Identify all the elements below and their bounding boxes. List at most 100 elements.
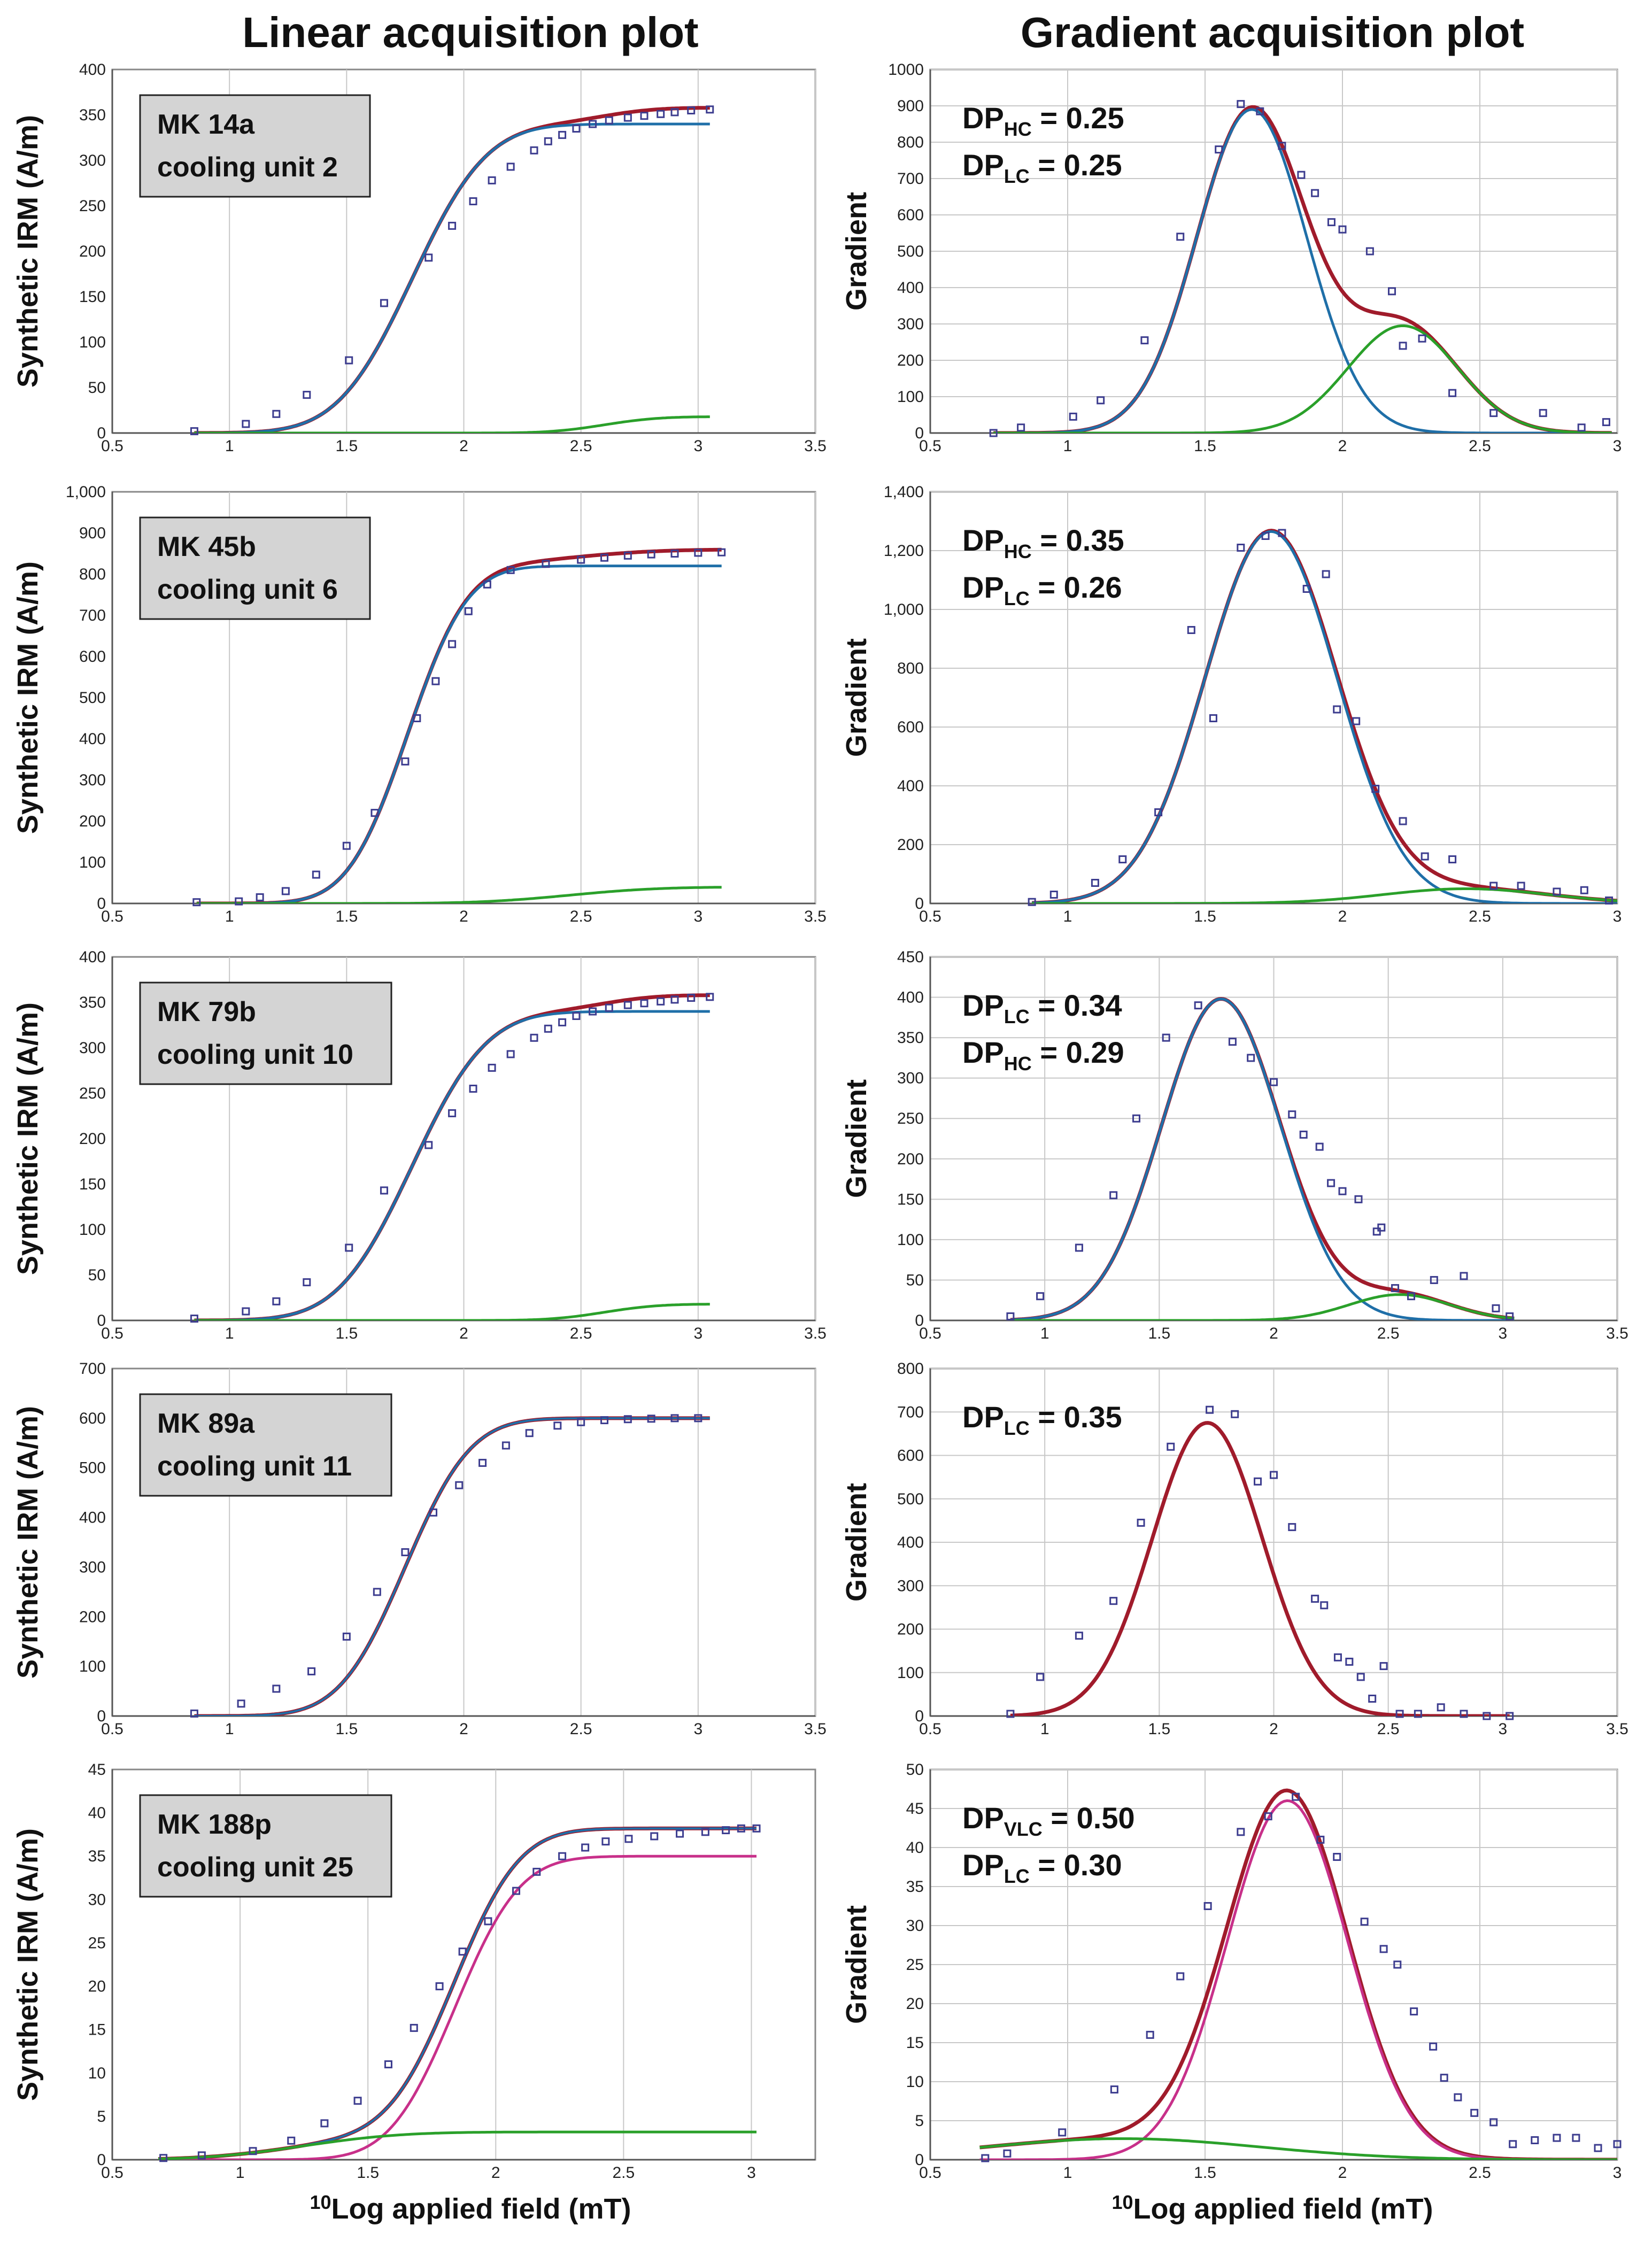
data-point bbox=[1388, 287, 1396, 296]
data-point bbox=[1006, 1710, 1015, 1718]
chart-mk45b-gradient: 0.5 1 1.5 2 2.5 3 0 200 400 600 800 1,000 1,200 1,400… bbox=[840, 483, 1622, 925]
x-tick-label: 1 bbox=[1063, 908, 1072, 925]
x-tick-label: 2 bbox=[1338, 2164, 1347, 2182]
plot-area bbox=[929, 491, 1618, 905]
dispersion-parameter: DPLC = 0.26 bbox=[962, 570, 1122, 609]
sample-label-box bbox=[139, 1393, 392, 1497]
sample-id: MK 14a bbox=[157, 109, 255, 140]
x-tick-label: 1.5 bbox=[1194, 2164, 1216, 2182]
data-point bbox=[1140, 336, 1149, 345]
data-point bbox=[624, 1835, 633, 1843]
x-tick-label: 1.5 bbox=[335, 1325, 358, 1342]
data-point bbox=[1509, 2140, 1517, 2148]
sample-label-box bbox=[139, 94, 371, 198]
dp-subscript: LC bbox=[1004, 165, 1030, 187]
cooling-unit: cooling unit 10 bbox=[157, 1039, 353, 1070]
y-tick-label: 300 bbox=[79, 152, 106, 169]
y-tick-label: 800 bbox=[79, 566, 106, 583]
data-point bbox=[525, 1429, 534, 1437]
y-tick-label: 50 bbox=[88, 1266, 106, 1284]
data-point bbox=[1531, 2136, 1539, 2144]
y-tick-label: 35 bbox=[906, 1878, 924, 1896]
y-tick-label: 250 bbox=[79, 1085, 106, 1102]
svg-text:10Log applied field (mT): 10Log applied field (mT) bbox=[1111, 2191, 1433, 2225]
data-point bbox=[464, 607, 473, 615]
y-tick-label: 200 bbox=[79, 813, 106, 830]
data-point bbox=[530, 1033, 538, 1042]
data-point bbox=[287, 2136, 296, 2145]
y-tick-label: 400 bbox=[79, 1509, 106, 1527]
y-tick-label: 400 bbox=[897, 777, 924, 795]
data-point bbox=[1605, 896, 1614, 905]
sample-id: MK 89a bbox=[157, 1408, 255, 1439]
data-point bbox=[605, 1003, 613, 1012]
charts-layer: 0.5 1 1.5 2 2.5 3 3.5050100150200250300350400S… bbox=[12, 61, 1628, 2182]
data-point bbox=[458, 1947, 467, 1956]
x-tick-label: 2 bbox=[459, 437, 468, 455]
data-point bbox=[647, 550, 655, 559]
data-point bbox=[1137, 1518, 1145, 1527]
data-point bbox=[694, 1414, 703, 1423]
data-point bbox=[1327, 1179, 1336, 1187]
data-point bbox=[1254, 1477, 1262, 1486]
y-tick-label: 350 bbox=[79, 106, 106, 124]
x-tick-label: 3 bbox=[747, 2164, 756, 2182]
data-point bbox=[650, 1832, 659, 1841]
data-point bbox=[687, 106, 696, 114]
x-tick-label: 1.5 bbox=[1148, 1720, 1170, 1738]
x-tick-label: 0.5 bbox=[919, 437, 941, 455]
data-point bbox=[1292, 1792, 1300, 1801]
y-tick-label: 50 bbox=[906, 1761, 924, 1779]
x-tick-label: 3 bbox=[1498, 1325, 1507, 1342]
y-tick-label: 1000 bbox=[888, 61, 924, 79]
data-point bbox=[544, 1024, 552, 1033]
data-point bbox=[1176, 1972, 1185, 1981]
y-tick-label: 800 bbox=[897, 1360, 924, 1378]
data-point bbox=[600, 553, 608, 562]
x-tick-label: 2.5 bbox=[570, 1720, 592, 1738]
y-tick-label: 600 bbox=[897, 206, 924, 224]
y-tick-label: 150 bbox=[79, 1176, 106, 1193]
x-tick-label: 2.5 bbox=[1469, 908, 1491, 925]
y-tick-label: 400 bbox=[897, 989, 924, 1007]
data-point bbox=[542, 560, 550, 568]
x-tick-label: 2 bbox=[1269, 1325, 1278, 1342]
data-point bbox=[1572, 2134, 1580, 2142]
x-tick-label: 0.5 bbox=[101, 1720, 123, 1738]
data-point bbox=[506, 163, 515, 171]
data-point bbox=[1333, 705, 1341, 714]
data-point bbox=[1354, 1195, 1363, 1203]
data-point bbox=[701, 1828, 709, 1836]
dp-subscript: LC bbox=[1004, 1865, 1030, 1887]
data-point bbox=[1379, 1945, 1388, 1953]
y-tick-label: 200 bbox=[79, 1130, 106, 1148]
chart-mk188p-gradient: 0.5 1 1.5 2 2.5 305101520253035404550Gradient… bbox=[840, 1761, 1622, 2182]
data-point bbox=[1231, 1410, 1239, 1418]
data-point bbox=[989, 429, 998, 437]
y-tick-label: 30 bbox=[88, 1891, 106, 1908]
x-tick-label: 3.5 bbox=[804, 1720, 827, 1738]
x-tick-label: 0.5 bbox=[101, 437, 123, 455]
data-point bbox=[345, 356, 353, 365]
y-tick-label: 450 bbox=[897, 948, 924, 966]
y-tick-label: 100 bbox=[79, 1221, 106, 1239]
x-tick-label: 1 bbox=[1040, 1720, 1049, 1738]
data-point bbox=[1118, 855, 1127, 863]
data-point bbox=[469, 1085, 477, 1093]
data-point bbox=[455, 1481, 464, 1489]
data-point bbox=[501, 1441, 510, 1450]
data-point bbox=[1372, 1227, 1381, 1236]
y-tick-label: 100 bbox=[79, 854, 106, 871]
series-line-component bbox=[158, 1854, 756, 2160]
y-tick-label: 35 bbox=[88, 1848, 106, 1865]
data-point bbox=[237, 1699, 245, 1708]
x-tick-label: 3 bbox=[693, 908, 703, 925]
data-point bbox=[1187, 626, 1195, 634]
data-point bbox=[1613, 2140, 1622, 2148]
y-tick-label: 700 bbox=[79, 607, 106, 624]
y-tick-label: 300 bbox=[897, 1577, 924, 1595]
x-tick-label: 2.5 bbox=[570, 908, 592, 925]
data-point bbox=[530, 146, 538, 154]
data-point bbox=[572, 1012, 581, 1020]
y-axis-title: Gradient bbox=[840, 1079, 873, 1198]
